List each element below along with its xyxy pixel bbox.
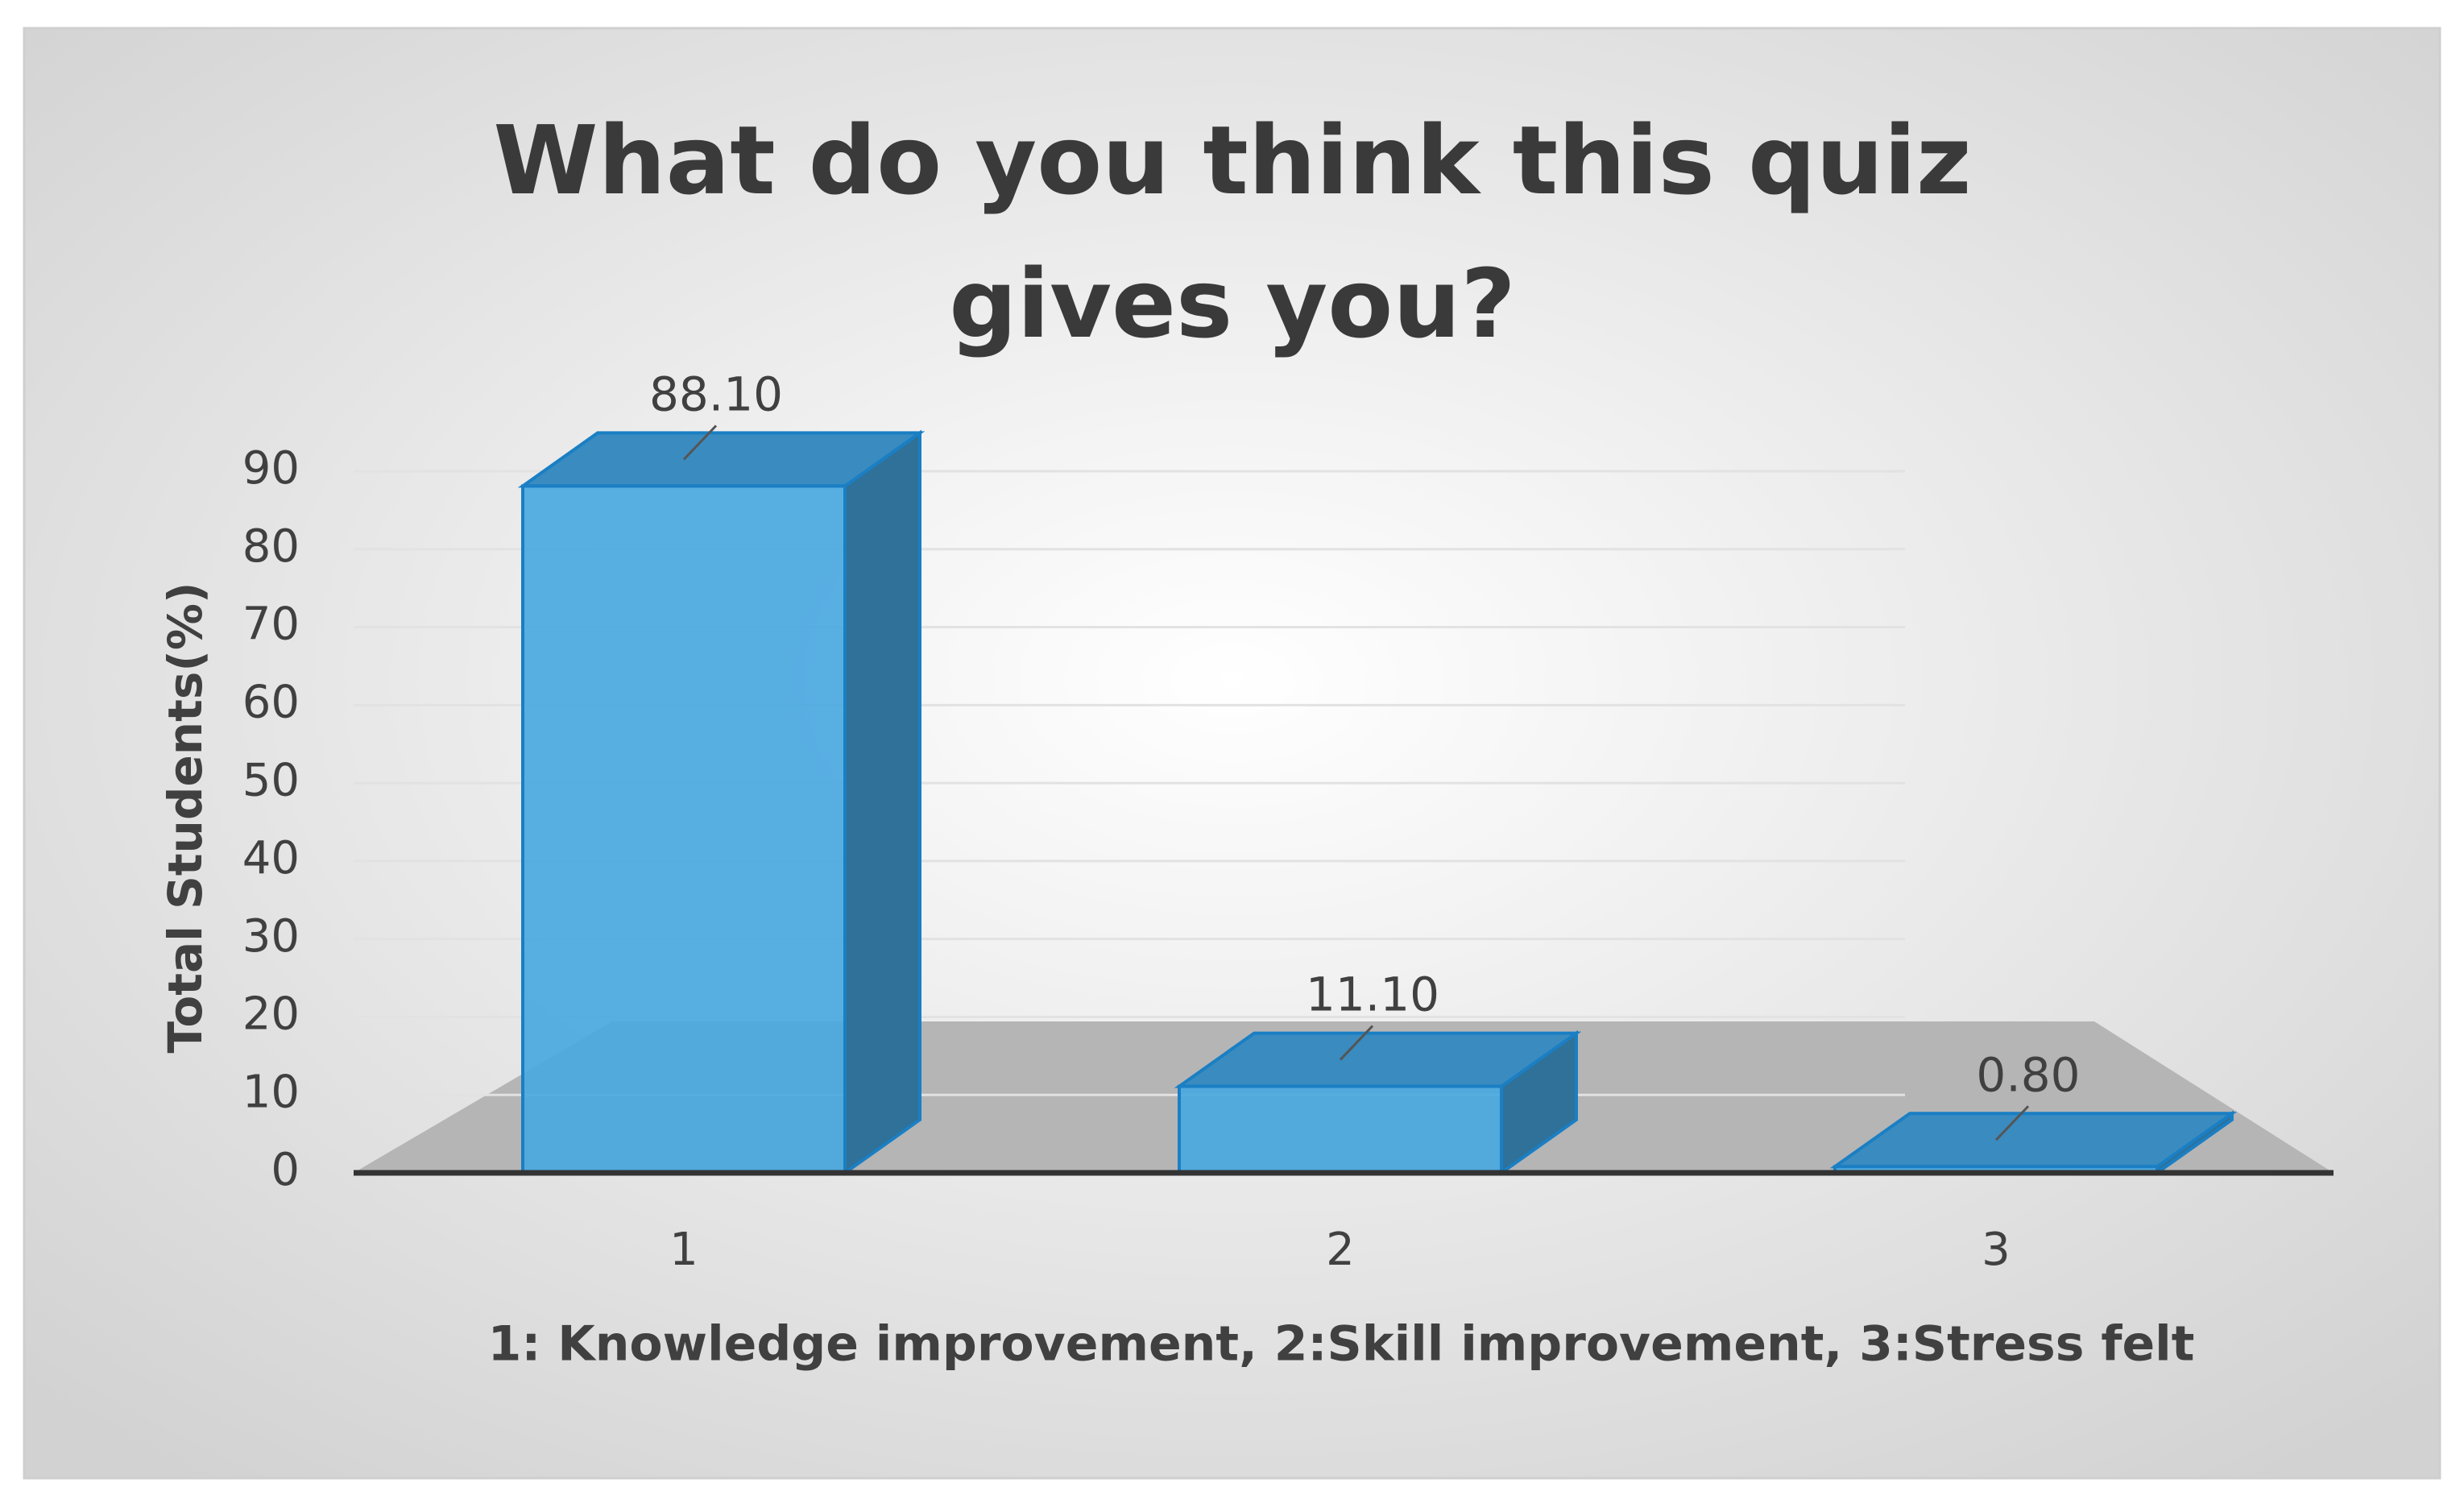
y-tick-label: 10 <box>242 1066 300 1118</box>
y-tick-label: 20 <box>242 988 300 1041</box>
x-tick-label: 2 <box>1326 1224 1355 1276</box>
data-label: 0.80 <box>1976 1047 2080 1102</box>
label-leader <box>682 425 718 461</box>
chart-background <box>23 27 2441 1480</box>
y-tick-label: 40 <box>242 832 300 884</box>
bar <box>1178 1084 1503 1174</box>
x-tick-label: 3 <box>1982 1224 2011 1276</box>
y-axis-title: Total Students(%) <box>158 582 213 1054</box>
y-tick-label: 70 <box>242 599 300 651</box>
bar-side <box>843 429 921 1176</box>
data-label: 11.10 <box>1306 967 1439 1022</box>
label-leader <box>1339 1025 1374 1061</box>
y-tick-label: 90 <box>242 442 300 495</box>
x-axis-title: 1: Knowledge improvement, 2:Skill improv… <box>488 1316 2195 1373</box>
y-tick-label: 80 <box>242 520 300 573</box>
chart-title: What do you think this quiz gives you? <box>493 105 1972 359</box>
y-tick-label: 30 <box>242 910 300 963</box>
bar <box>521 484 847 1174</box>
x-tick-label: 1 <box>669 1224 698 1276</box>
data-label: 88.10 <box>649 367 783 421</box>
y-tick-label: 0 <box>271 1144 300 1196</box>
y-tick-label: 60 <box>242 676 300 728</box>
y-tick-label: 50 <box>242 754 300 806</box>
label-leader <box>1994 1105 2030 1141</box>
